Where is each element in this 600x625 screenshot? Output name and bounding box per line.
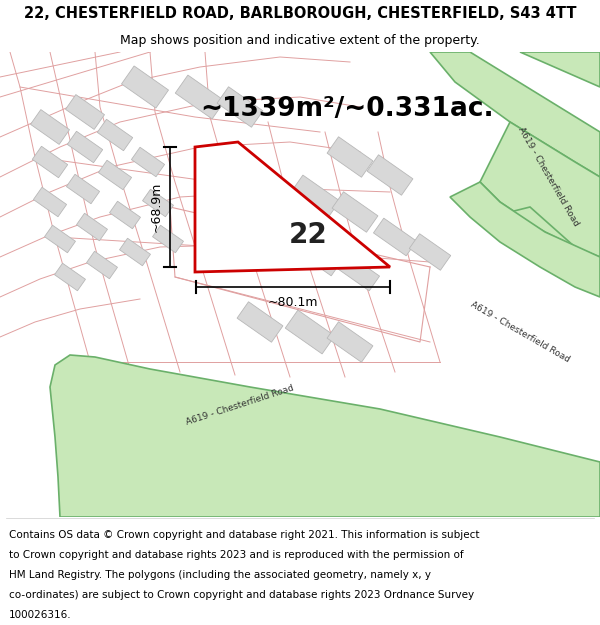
Polygon shape bbox=[298, 238, 341, 276]
Polygon shape bbox=[50, 355, 600, 517]
Text: 22: 22 bbox=[289, 221, 328, 249]
Polygon shape bbox=[175, 75, 225, 119]
Polygon shape bbox=[121, 66, 169, 108]
Polygon shape bbox=[77, 213, 107, 241]
Polygon shape bbox=[143, 189, 173, 217]
Polygon shape bbox=[67, 174, 100, 204]
Polygon shape bbox=[332, 192, 378, 232]
Polygon shape bbox=[520, 52, 600, 87]
Polygon shape bbox=[450, 182, 600, 297]
Text: A619 - Chesterfield Road: A619 - Chesterfield Road bbox=[469, 300, 571, 364]
Polygon shape bbox=[31, 109, 70, 144]
Text: Contains OS data © Crown copyright and database right 2021. This information is : Contains OS data © Crown copyright and d… bbox=[9, 530, 479, 540]
Polygon shape bbox=[97, 119, 133, 151]
Text: A619 - Chesterfield Road: A619 - Chesterfield Road bbox=[516, 126, 580, 228]
Polygon shape bbox=[290, 175, 340, 219]
Polygon shape bbox=[44, 225, 76, 253]
Polygon shape bbox=[327, 137, 373, 178]
Polygon shape bbox=[195, 142, 390, 272]
Text: ~1339m²/~0.331ac.: ~1339m²/~0.331ac. bbox=[200, 96, 494, 122]
Text: ~80.1m: ~80.1m bbox=[268, 296, 318, 309]
Polygon shape bbox=[32, 146, 68, 177]
Text: HM Land Registry. The polygons (including the associated geometry, namely x, y: HM Land Registry. The polygons (includin… bbox=[9, 570, 431, 580]
Polygon shape bbox=[65, 94, 104, 129]
Polygon shape bbox=[98, 160, 131, 190]
Polygon shape bbox=[67, 131, 103, 162]
Polygon shape bbox=[367, 155, 413, 195]
Polygon shape bbox=[337, 253, 380, 291]
Polygon shape bbox=[480, 122, 600, 257]
Polygon shape bbox=[373, 218, 416, 256]
Polygon shape bbox=[34, 188, 67, 217]
Text: 100026316.: 100026316. bbox=[9, 610, 71, 620]
Polygon shape bbox=[152, 225, 184, 253]
Polygon shape bbox=[55, 263, 85, 291]
Polygon shape bbox=[430, 52, 600, 177]
Polygon shape bbox=[110, 201, 140, 229]
Polygon shape bbox=[131, 148, 164, 177]
Text: to Crown copyright and database rights 2023 and is reproduced with the permissio: to Crown copyright and database rights 2… bbox=[9, 550, 464, 560]
Text: 22, CHESTERFIELD ROAD, BARLBOROUGH, CHESTERFIELD, S43 4TT: 22, CHESTERFIELD ROAD, BARLBOROUGH, CHES… bbox=[24, 6, 576, 21]
Text: A619 - Chesterfield Road: A619 - Chesterfield Road bbox=[185, 383, 295, 427]
Polygon shape bbox=[409, 234, 451, 270]
Text: ~68.9m: ~68.9m bbox=[149, 182, 163, 232]
Polygon shape bbox=[510, 207, 575, 247]
Polygon shape bbox=[237, 302, 283, 343]
Text: co-ordinates) are subject to Crown copyright and database rights 2023 Ordnance S: co-ordinates) are subject to Crown copyr… bbox=[9, 590, 474, 600]
Polygon shape bbox=[217, 87, 263, 128]
Polygon shape bbox=[86, 251, 118, 279]
Text: Map shows position and indicative extent of the property.: Map shows position and indicative extent… bbox=[120, 34, 480, 47]
Polygon shape bbox=[285, 310, 335, 354]
Polygon shape bbox=[327, 322, 373, 362]
Polygon shape bbox=[119, 238, 151, 266]
